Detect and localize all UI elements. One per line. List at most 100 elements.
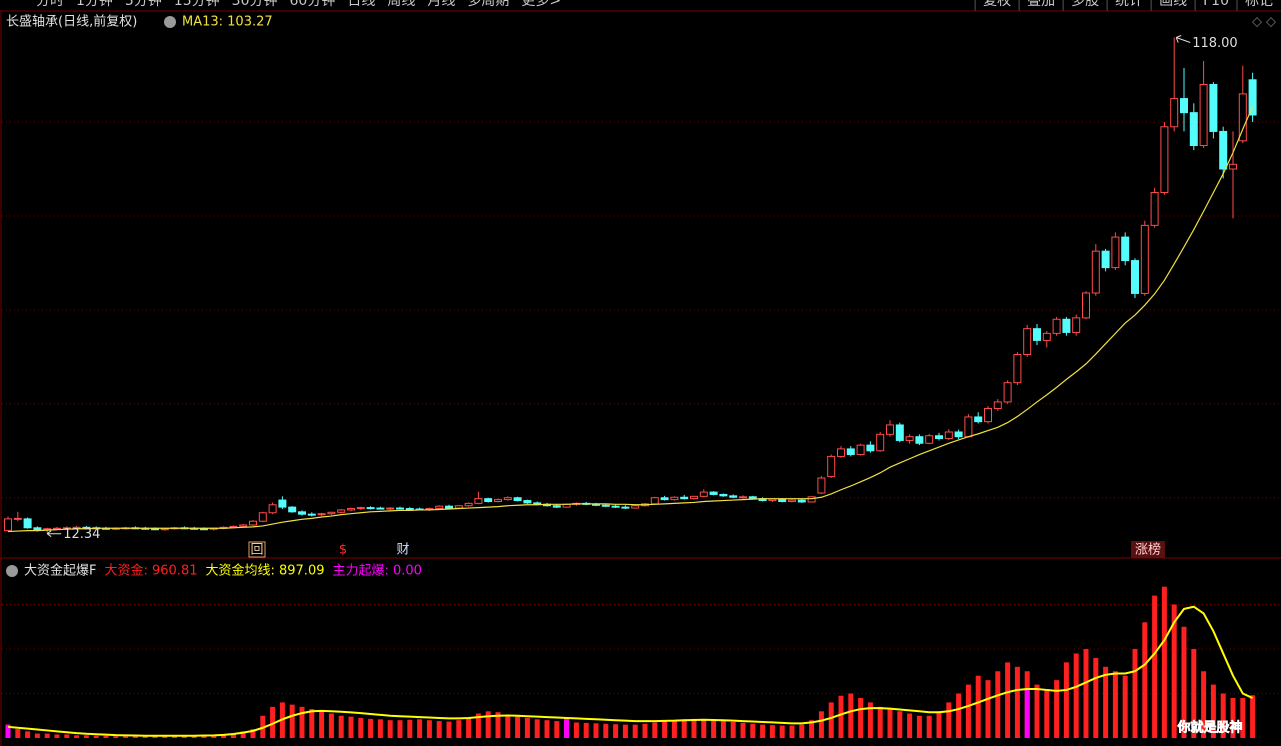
candle-body	[356, 507, 365, 510]
toolbar-item[interactable]: 多股	[1071, 0, 1099, 9]
indicator-bar	[809, 720, 815, 738]
candle-body	[699, 491, 708, 497]
indicator-bar	[407, 719, 413, 738]
toolbar-item[interactable]: 多周期	[467, 0, 509, 9]
indicator-bar	[1142, 622, 1148, 738]
toolbar-item[interactable]: 日线	[347, 0, 375, 9]
candle-body	[552, 505, 561, 508]
event-marker[interactable]: 财	[396, 543, 409, 558]
candle-body	[337, 509, 346, 513]
indicator-bar	[593, 723, 599, 738]
indicator-title: 大资金起爆F	[24, 563, 96, 579]
toolbar-item[interactable]: 月线	[427, 0, 455, 9]
settings-icon[interactable]	[164, 16, 176, 28]
indicator-bar	[1005, 662, 1011, 738]
toolbar-item[interactable]: 叠加	[1027, 0, 1055, 9]
indicator-bar	[1014, 666, 1020, 738]
candle-body	[993, 401, 1002, 410]
indicator-bar	[936, 711, 942, 738]
indicator-bar	[662, 721, 668, 738]
indicator-bar	[211, 735, 217, 738]
indicator-bar	[309, 709, 315, 738]
indicator-bar	[1112, 671, 1118, 738]
indicator-bar	[1034, 684, 1040, 738]
indicator-bar	[965, 684, 971, 738]
indicator-bar	[466, 717, 472, 738]
toolbar-item[interactable]: 分时	[36, 0, 64, 9]
toolbar-item[interactable]: F10	[1203, 0, 1229, 9]
indicator-bar	[1250, 695, 1256, 738]
toolbar-item[interactable]: 1分钟	[76, 0, 113, 9]
indicator-bar	[691, 718, 697, 738]
candle-body	[827, 455, 836, 478]
candle-body	[1121, 236, 1130, 262]
toolbar-item[interactable]: 画线	[1159, 0, 1187, 9]
candle-body	[23, 518, 32, 529]
settings-icon[interactable]	[6, 565, 18, 577]
indicator-bar	[681, 719, 687, 738]
indicator-bar	[818, 711, 824, 738]
candle-body	[474, 498, 483, 504]
candle-body	[445, 505, 453, 509]
diamond-icon[interactable]: ◇	[1266, 15, 1276, 30]
toolbar-item[interactable]: 周线	[387, 0, 415, 9]
candle-body	[1131, 260, 1139, 294]
candle-body	[895, 424, 904, 441]
toolbar-item[interactable]: 统计	[1115, 0, 1143, 9]
event-marker[interactable]: 涨榜	[1135, 542, 1161, 558]
indicator-bar	[123, 736, 129, 738]
candle-body	[513, 497, 522, 502]
indicator-bar	[975, 675, 981, 738]
toolbar-item[interactable]: 30分钟	[232, 0, 278, 9]
event-marker[interactable]: 回	[250, 543, 263, 558]
toolbar: 分时 1分钟 5分钟 15分钟 30分钟 60分钟 日线 周线 月线 多周期 更多> 标记 F10 画线 统…	[36, 0, 1273, 11]
event-box	[248, 541, 266, 558]
indicator-bar	[172, 736, 178, 738]
toolbar-item[interactable]: 更多>	[521, 0, 561, 9]
indicator-bar	[15, 729, 21, 738]
candle-body	[200, 528, 208, 531]
candle-body	[1170, 98, 1179, 128]
candle-body	[278, 499, 287, 508]
indicator-bar	[1230, 697, 1236, 738]
toolbar-item[interactable]: 60分钟	[290, 0, 336, 9]
candle-body	[454, 505, 463, 509]
legend: 大资金: 960.81 大资金均线: 897.09 主力起爆: 0.00	[104, 563, 421, 579]
candle-body	[151, 528, 159, 531]
indicator-bar	[328, 713, 334, 738]
indicator-bar	[240, 731, 246, 738]
candle-body	[484, 498, 493, 502]
indicator-bar	[750, 723, 756, 738]
toolbar-item[interactable]: 复权	[983, 0, 1011, 9]
indicator-bar	[740, 722, 746, 738]
indicator-bar	[1044, 689, 1050, 738]
high-annotation: 118.00	[1192, 36, 1238, 51]
toolbar-item[interactable]: 15分钟	[174, 0, 220, 9]
candle-body	[386, 507, 395, 510]
candle-body	[856, 444, 865, 456]
indicator-bar	[54, 734, 60, 738]
candle-body	[944, 431, 953, 440]
candle-body	[268, 504, 277, 514]
indicator-bar	[456, 720, 462, 738]
candle-body	[1209, 83, 1218, 132]
indicator-bar	[838, 695, 844, 738]
indicator-panel	[2, 586, 1281, 738]
candle-body	[1082, 292, 1090, 319]
indicator-bar	[485, 711, 491, 738]
indicator-bar	[701, 719, 707, 738]
toolbar-item[interactable]: 5分钟	[125, 0, 162, 9]
candle-body	[317, 513, 326, 516]
candle-body	[376, 507, 385, 510]
indicator-bar	[907, 713, 913, 738]
candle-body	[1052, 318, 1061, 334]
toolbar-item[interactable]: 标记	[1245, 0, 1273, 9]
candle-body	[307, 513, 316, 516]
indicator-bar	[270, 706, 276, 738]
diamond-icon[interactable]: ◇	[1252, 15, 1262, 30]
indicator-bar	[1152, 595, 1158, 738]
chart-title: 长盛轴承(日线,前复权)	[6, 14, 137, 30]
candle-body	[886, 424, 894, 435]
event-marker[interactable]: $	[339, 543, 347, 558]
